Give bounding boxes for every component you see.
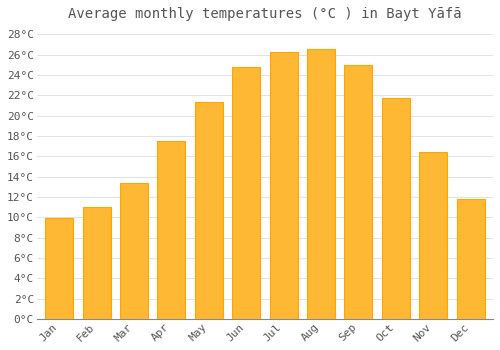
Bar: [195, 103, 223, 319]
Bar: [344, 65, 372, 319]
Bar: [270, 52, 297, 319]
Bar: [232, 67, 260, 319]
Bar: [82, 207, 110, 319]
Bar: [456, 199, 484, 319]
Bar: [382, 98, 410, 319]
Bar: [45, 218, 73, 319]
Title: Average monthly temperatures (°C ) in Bayt Yāfā: Average monthly temperatures (°C ) in Ba…: [68, 7, 462, 21]
Bar: [120, 183, 148, 319]
Bar: [419, 152, 447, 319]
Bar: [158, 141, 186, 319]
Bar: [307, 49, 335, 319]
